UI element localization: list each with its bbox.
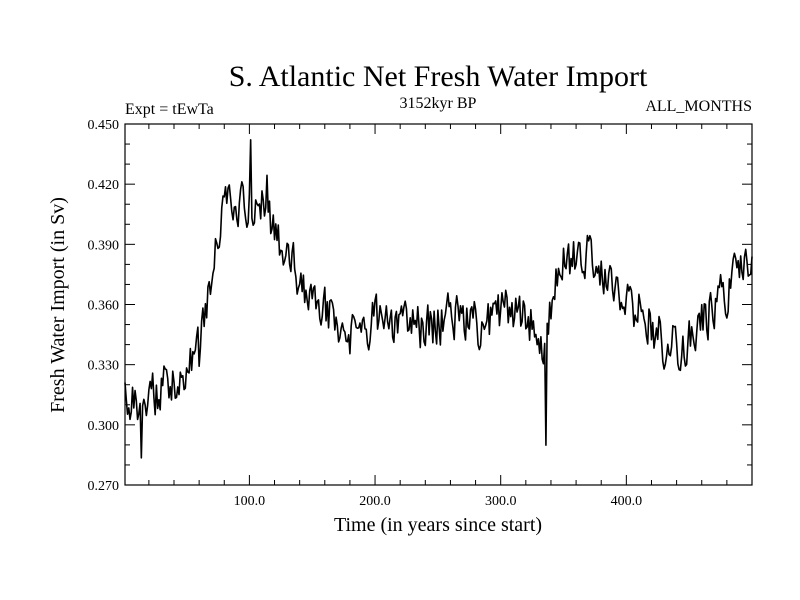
x-tick-label: 200.0 (359, 494, 391, 509)
x-tick-label: 400.0 (611, 494, 643, 509)
y-tick-label: 0.360 (88, 299, 120, 314)
experiment-label: Expt = tEwTa (125, 101, 214, 118)
chart-title: S. Atlantic Net Fresh Water Import (229, 60, 648, 93)
plot-frame (124, 123, 753, 486)
y-tick-label: 0.450 (88, 118, 120, 133)
y-tick-label: 0.420 (88, 178, 120, 193)
months-label: ALL_MONTHS (645, 98, 752, 115)
x-axis-label: Time (in years since start) (334, 514, 542, 536)
y-tick-label: 0.270 (88, 479, 120, 494)
y-axis-label: Fresh Water Import (in Sv) (47, 197, 69, 413)
period-label: 3152kyr BP (400, 95, 477, 112)
y-tick-label: 0.330 (88, 359, 120, 374)
x-tick-label: 100.0 (234, 494, 266, 509)
minor-ticks (125, 124, 752, 485)
y-tick-label: 0.300 (88, 419, 120, 434)
series-line (124, 138, 753, 459)
y-tick-label: 0.390 (88, 238, 120, 253)
x-axis: 100.0 200.0 300.0 400.0 (234, 124, 642, 509)
x-tick-label: 300.0 (485, 494, 517, 509)
y-axis: 0.270 0.300 0.330 0.360 0.390 0.420 0.450 (88, 118, 752, 494)
